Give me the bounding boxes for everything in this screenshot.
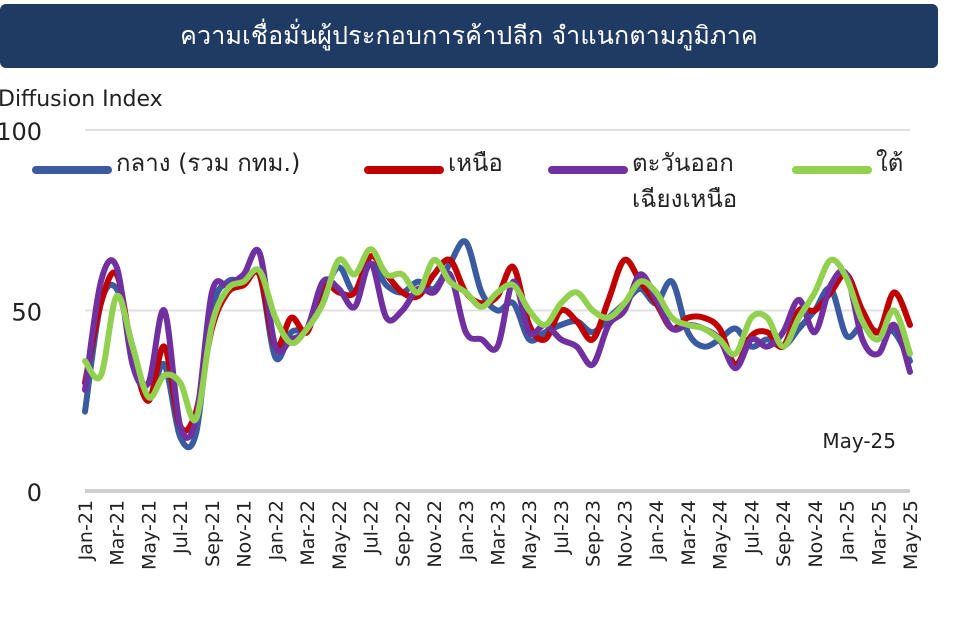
x-tick-label: Jan-21 xyxy=(75,500,97,561)
x-tick-label: May-22 xyxy=(329,500,351,570)
y-tick-label: 0 xyxy=(27,479,42,507)
x-tick-label: Jul-21 xyxy=(170,500,192,555)
x-tick-label: May-23 xyxy=(519,500,541,570)
chart-title-banner: ความเชื่อมั่นผู้ประกอบการค้าปลีก จำแนกตา… xyxy=(0,4,938,68)
y-axis-label: Diffusion Index xyxy=(0,87,163,112)
annotation-may-25: May-25 xyxy=(822,429,896,453)
series-layer xyxy=(82,238,913,451)
x-tick-label: Nov-24 xyxy=(805,500,827,568)
x-tick-label: Sep-22 xyxy=(392,500,414,567)
x-tick-label: Jul-22 xyxy=(361,500,383,555)
x-tick-label: Jan-24 xyxy=(646,500,668,561)
axis-layer: 0 50 100 Jan-21 Mar-21 May-21 Jul-21 Sep-21 Nov-… xyxy=(0,118,922,570)
x-tick-label: Sep-23 xyxy=(583,500,605,567)
series-line-northeast xyxy=(82,246,913,441)
series-line-south xyxy=(82,246,913,424)
legend-layer: กลาง (รวม กทม.) เหนือ ตะวันออกเฉียงเหนือ ใต… xyxy=(32,149,903,213)
x-tick-label: Jan-23 xyxy=(456,500,478,561)
chart-title: ความเชื่อมั่นผู้ประกอบการค้าปลีก จำแนกตา… xyxy=(180,21,758,50)
x-tick-label: Jul-24 xyxy=(741,500,763,555)
x-tick-label: Jan-25 xyxy=(837,500,859,561)
legend-label-central: กลาง (รวม กทม.) xyxy=(116,149,300,177)
x-tick-label: Nov-22 xyxy=(424,500,446,568)
x-tick-label: Nov-23 xyxy=(614,500,636,568)
x-tick-label: Jul-23 xyxy=(551,500,573,555)
y-tick-label: 50 xyxy=(11,299,42,327)
x-tick-label: Mar-25 xyxy=(868,500,890,566)
y-tick-label: 100 xyxy=(0,118,42,146)
x-tick-label: Sep-24 xyxy=(773,500,795,567)
x-tick-label: Jan-22 xyxy=(265,500,287,561)
x-tick-label: May-25 xyxy=(900,500,922,570)
x-tick-label: Mar-23 xyxy=(488,500,510,566)
x-tick-label: Nov-21 xyxy=(234,500,256,568)
x-tick-label: Mar-21 xyxy=(107,500,129,566)
legend-label-northeast: ตะวันออกเฉียงเหนือ xyxy=(632,149,737,213)
x-tick-label: Sep-21 xyxy=(202,500,224,567)
legend-label-north: เหนือ xyxy=(448,149,503,177)
x-tick-label: May-24 xyxy=(710,500,732,570)
x-tick-label: Mar-24 xyxy=(678,500,700,566)
x-tick-label: May-21 xyxy=(138,500,160,570)
legend-label-south: ใต้ xyxy=(876,149,903,177)
x-tick-label: Mar-22 xyxy=(297,500,319,566)
